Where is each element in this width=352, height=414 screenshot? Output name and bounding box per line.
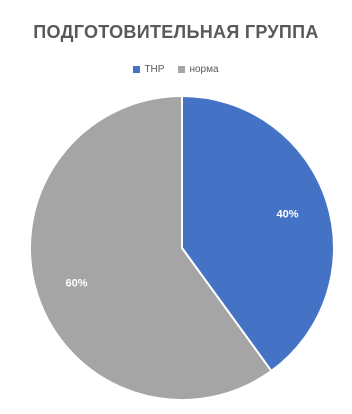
- legend-swatch-norma: [178, 66, 186, 73]
- legend-item-norma: норма: [178, 64, 219, 75]
- legend-swatch-tnr: [133, 66, 141, 73]
- chart-title: ПОДГОТОВИТЕЛЬНАЯ ГРУППА: [33, 22, 319, 42]
- legend-item-tnr: ТНР: [133, 64, 164, 75]
- legend-label-tnr: ТНР: [144, 64, 165, 75]
- data-label-1: 60%: [65, 277, 87, 289]
- chart-legend: ТНР норма: [0, 64, 352, 75]
- data-label-0: 40%: [277, 209, 299, 221]
- pie-slice-1: [29, 94, 273, 401]
- pie-slice-0: [181, 94, 335, 373]
- legend-label-norma: норма: [189, 64, 219, 75]
